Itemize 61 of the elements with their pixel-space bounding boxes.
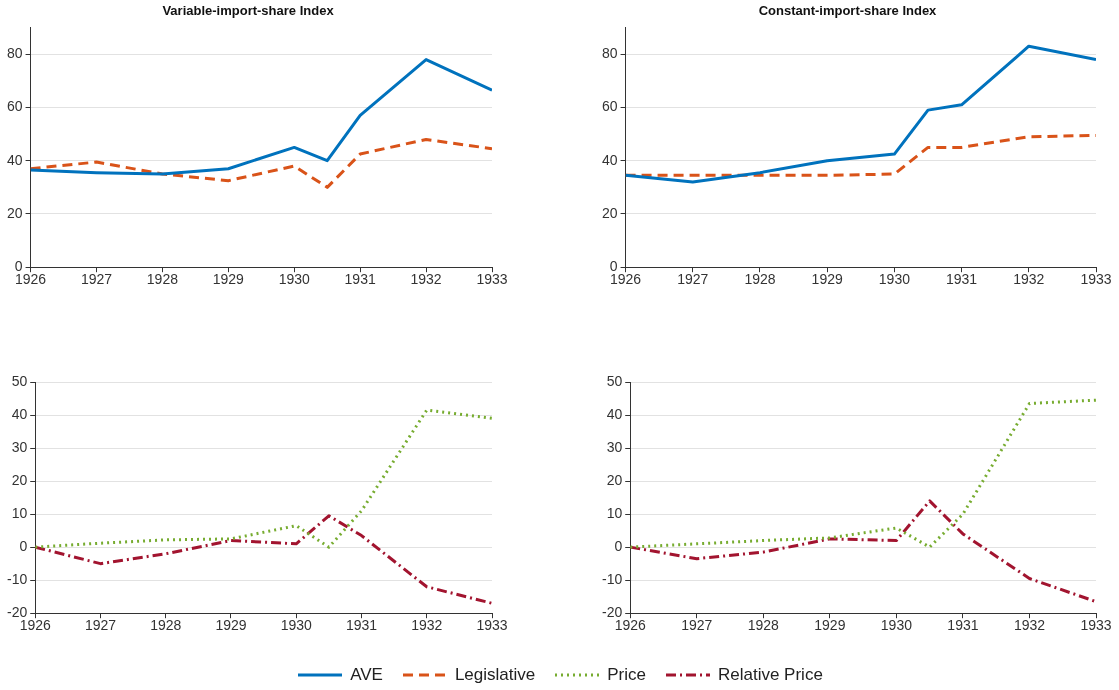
- line-series: [630, 499, 1096, 604]
- line-series: [630, 398, 1096, 549]
- y-tick-label: 50: [11, 372, 28, 389]
- x-tick-label: 1928: [747, 617, 780, 634]
- legend-label: Price: [607, 665, 646, 685]
- x-tick-label: 1927: [677, 271, 709, 288]
- x-tick-label: 1932: [1013, 617, 1046, 634]
- legend-label: Legislative: [454, 665, 536, 685]
- x-tick-label: 1929: [814, 617, 846, 634]
- line-series: [30, 137, 492, 189]
- line-series: [35, 408, 492, 549]
- y-tick-label: 20: [606, 471, 623, 488]
- x-tick-label: 1932: [1013, 271, 1045, 288]
- y-tick-label: 10: [606, 504, 623, 521]
- y-tick-label: 0: [19, 538, 28, 554]
- x-tick-label: 1930: [880, 617, 913, 634]
- y-tick-label: 20: [601, 204, 618, 221]
- x-tick-label: 1930: [278, 271, 311, 288]
- x-tick-label: 1928: [150, 617, 182, 634]
- x-tick-label: 1927: [84, 617, 117, 634]
- x-tick-label: 1927: [681, 617, 713, 634]
- line-series: [35, 514, 492, 605]
- x-tick-label: 1929: [215, 617, 247, 634]
- legend-label: Relative Price: [717, 665, 823, 685]
- x-tick-label: 1929: [212, 271, 245, 288]
- y-tick-label: 20: [11, 471, 28, 488]
- x-tick-label: 1932: [410, 271, 442, 288]
- y-tick-label: -10: [7, 571, 28, 588]
- x-tick-label: 1930: [878, 271, 911, 288]
- y-tick-label: 40: [601, 151, 618, 168]
- x-tick-label: 1928: [146, 271, 179, 288]
- x-tick-label: 1933: [1080, 617, 1112, 634]
- y-tick-label: 40: [606, 405, 623, 422]
- x-tick-label: 1929: [811, 271, 843, 288]
- y-tick-label: 60: [6, 98, 23, 115]
- y-tick-label: 60: [601, 98, 618, 115]
- y-tick-label: 50: [606, 372, 623, 389]
- x-tick-label: 1931: [947, 617, 979, 634]
- x-tick-label: 1931: [946, 271, 978, 288]
- x-tick-label: 1927: [80, 271, 113, 288]
- y-tick-label: 20: [6, 204, 23, 221]
- x-tick-label: 1928: [744, 271, 776, 288]
- x-tick-label: 1931: [345, 617, 378, 634]
- legend-label: AVE: [350, 665, 383, 685]
- y-tick-label: 80: [6, 45, 23, 62]
- x-tick-label: 1930: [280, 617, 313, 634]
- x-tick-label: 1933: [476, 271, 508, 288]
- y-tick-label: 30: [606, 438, 623, 455]
- y-tick-label: 10: [11, 504, 28, 521]
- chart-title: Constant-import-share Index: [758, 3, 938, 19]
- y-tick-label: 40: [11, 405, 28, 422]
- y-tick-label: 30: [11, 438, 28, 455]
- x-tick-label: 1932: [411, 617, 443, 634]
- y-tick-label: 0: [614, 538, 623, 554]
- x-tick-label: 1931: [344, 271, 376, 288]
- x-tick-label: 1933: [1080, 271, 1112, 288]
- x-tick-label: 1933: [476, 617, 508, 634]
- y-tick-label: -10: [602, 571, 623, 588]
- y-tick-label: 40: [6, 151, 23, 168]
- y-tick-label: 80: [601, 45, 618, 62]
- chart-title: Variable-import-share Index: [162, 3, 335, 19]
